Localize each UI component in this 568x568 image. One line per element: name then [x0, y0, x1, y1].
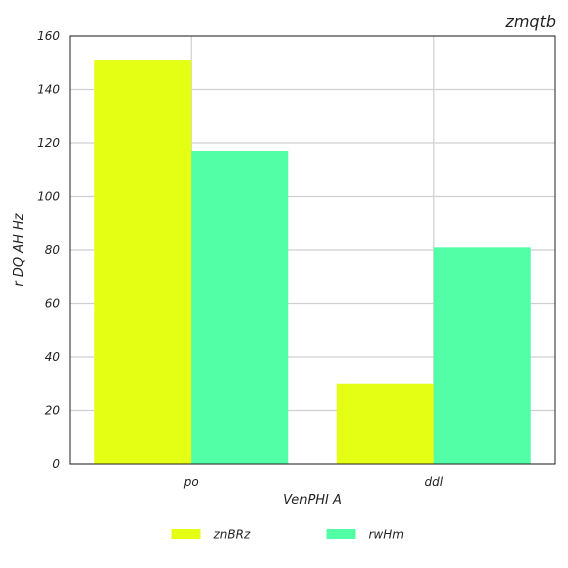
- bars: [94, 60, 531, 464]
- legend-label-znBRz: znBRz: [213, 528, 251, 542]
- x-axis-ticks: po ddl: [183, 475, 444, 489]
- bar-znBRz-ddl: [336, 383, 434, 464]
- bar-rwHm-po: [191, 151, 289, 464]
- legend: znBRz rwHm: [171, 528, 404, 542]
- y-tick-label: 140: [37, 83, 60, 97]
- legend-swatch-rwHm: [326, 529, 356, 539]
- legend-swatch-znBRz: [171, 529, 201, 539]
- plot-frame: [69, 35, 556, 465]
- y-tick-label: 0: [52, 457, 60, 471]
- y-tick-label: 20: [45, 404, 61, 418]
- bar-znBRz-po: [94, 60, 192, 464]
- legend-label-rwHm: rwHm: [369, 528, 404, 542]
- x-axis-label: VenPHI A: [283, 493, 342, 508]
- y-tick-label: 80: [45, 243, 61, 257]
- chart-title: zmqtb: [504, 12, 556, 31]
- y-tick-label: 160: [37, 29, 60, 43]
- y-tick-label: 40: [45, 350, 61, 364]
- y-tick-label: 60: [45, 297, 61, 311]
- y-tick-label: 120: [37, 136, 60, 150]
- y-axis-label: r DQ AH Hz: [12, 212, 27, 286]
- x-tick-label: ddl: [424, 475, 443, 489]
- bar-rwHm-ddl: [433, 247, 531, 464]
- y-axis-ticks: 0 20 40 60 80 100 120 140 160: [37, 29, 60, 471]
- y-tick-label: 100: [37, 190, 60, 204]
- x-tick-label: po: [183, 475, 199, 489]
